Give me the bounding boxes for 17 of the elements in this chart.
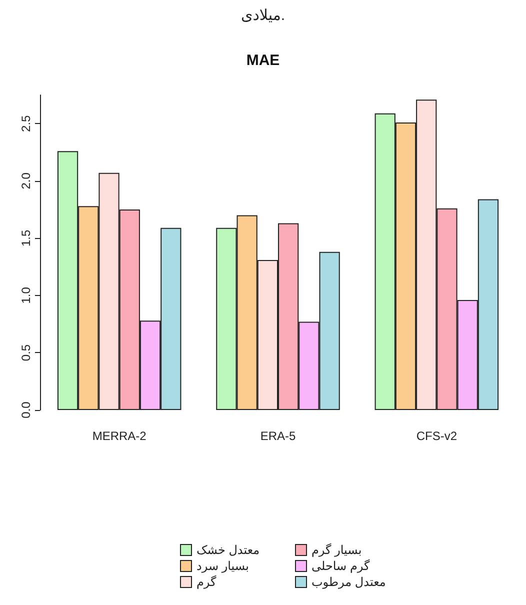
y-tick-label: 1.5 — [19, 230, 33, 247]
legend-label: گرم — [196, 575, 217, 589]
x-tick-label: ERA-5 — [260, 429, 296, 443]
y-tick-label: 1.0 — [19, 286, 33, 304]
text: میلادی. — [240, 7, 286, 24]
legend-label: بسیار گرم — [312, 543, 362, 557]
y-tick-label: 0.0 — [19, 401, 33, 418]
y-tick-label: 2.5 — [19, 114, 33, 132]
y-tick-label: 2.0 — [19, 172, 33, 190]
legend-label: معتدل مرطوب — [312, 575, 386, 589]
y-tick-label: 0.5 — [19, 344, 33, 362]
legend-label: معتدل خشک — [196, 543, 260, 557]
x-tick-label: MERRA-2 — [92, 429, 147, 443]
legend-label: گرم ساحلی — [312, 559, 370, 573]
chart-title: MAE — [246, 52, 280, 69]
legend-label: بسیار سرد — [196, 559, 249, 573]
x-tick-label: CFS-v2 — [416, 429, 458, 443]
